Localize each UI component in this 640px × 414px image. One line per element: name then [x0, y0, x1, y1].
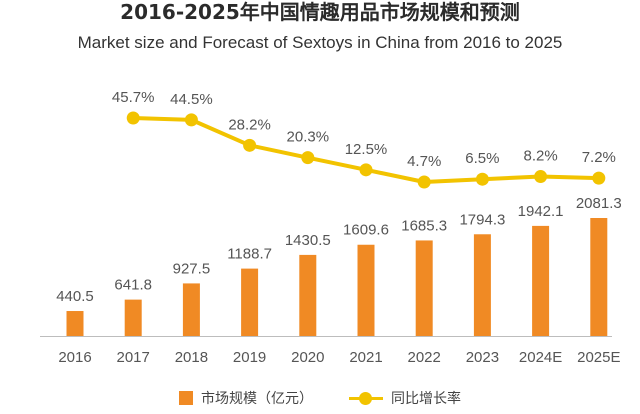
- x-tick-2021: 2021: [349, 349, 382, 366]
- bar-2017: [124, 299, 142, 336]
- bar-label-2023: 1794.3: [459, 211, 505, 228]
- x-tick-2025E: 2025E: [577, 349, 620, 366]
- bar-label-2019: 1188.7: [227, 246, 272, 263]
- legend: 市场规模（亿元） 同比增长率: [0, 386, 640, 410]
- growth-point-2020: [301, 151, 315, 165]
- bar-label-2017: 641.8: [114, 277, 152, 294]
- bar-2018: [182, 283, 200, 336]
- bar-label-2016: 440.5: [56, 288, 94, 305]
- bar-2024E: [532, 225, 550, 336]
- x-tick-2020: 2020: [291, 349, 324, 366]
- legend-line-swatch: [349, 391, 383, 405]
- legend-item-market-size: 市场规模（亿元）: [179, 388, 313, 408]
- growth-point-2017: [126, 111, 140, 125]
- growth-label-2024E: 8.2%: [523, 148, 557, 165]
- bar-2019: [241, 268, 259, 336]
- growth-point-2024E: [534, 170, 548, 184]
- x-tick-2016: 2016: [58, 349, 91, 366]
- x-tick-2023: 2023: [466, 349, 499, 366]
- bar-label-2024E: 1942.1: [518, 203, 564, 220]
- bar-2021: [357, 244, 375, 336]
- growth-label-2022: 4.7%: [407, 153, 441, 170]
- growth-label-2023: 6.5%: [465, 150, 499, 167]
- growth-label-2020: 20.3%: [287, 129, 330, 146]
- growth-label-2017: 45.7%: [112, 89, 155, 106]
- growth-label-2019: 28.2%: [228, 116, 271, 133]
- x-tick-2024E: 2024E: [519, 349, 562, 366]
- bar-2016: [66, 311, 84, 336]
- x-tick-2019: 2019: [233, 349, 266, 366]
- bar-label-2021: 1609.6: [343, 222, 389, 239]
- growth-label-2025E: 7.2%: [582, 149, 616, 166]
- legend-bar-swatch: [179, 391, 193, 405]
- growth-label-2018: 44.5%: [170, 91, 213, 108]
- legend-item-growth-rate: 同比增长率: [349, 388, 461, 408]
- growth-point-2018: [184, 113, 198, 127]
- growth-point-2022: [417, 175, 431, 189]
- legend-label-growth-rate: 同比增长率: [391, 391, 461, 407]
- growth-point-2021: [359, 163, 373, 177]
- x-tick-2018: 2018: [175, 349, 208, 366]
- bar-label-2025E: 2081.3: [576, 195, 622, 212]
- growth-label-2021: 12.5%: [345, 141, 388, 158]
- legend-label-market-size: 市场规模（亿元）: [201, 391, 313, 407]
- bar-label-2018: 927.5: [173, 260, 211, 277]
- chart-subtitle: Market size and Forecast of Sextoys in C…: [77, 33, 563, 52]
- bar-2020: [299, 254, 317, 336]
- x-tick-2017: 2017: [117, 349, 150, 366]
- bar-label-2020: 1430.5: [285, 232, 331, 249]
- x-tick-2022: 2022: [408, 349, 441, 366]
- bar-label-2022: 1685.3: [401, 217, 447, 234]
- growth-point-2019: [243, 138, 257, 152]
- bar-2022: [415, 240, 433, 336]
- bar-2023: [473, 234, 491, 336]
- chart-title: 2016-2025年中国情趣用品市场规模和预测: [120, 0, 520, 24]
- bar-2025E: [590, 218, 608, 336]
- growth-point-2023: [475, 172, 489, 186]
- growth-point-2025E: [592, 171, 606, 185]
